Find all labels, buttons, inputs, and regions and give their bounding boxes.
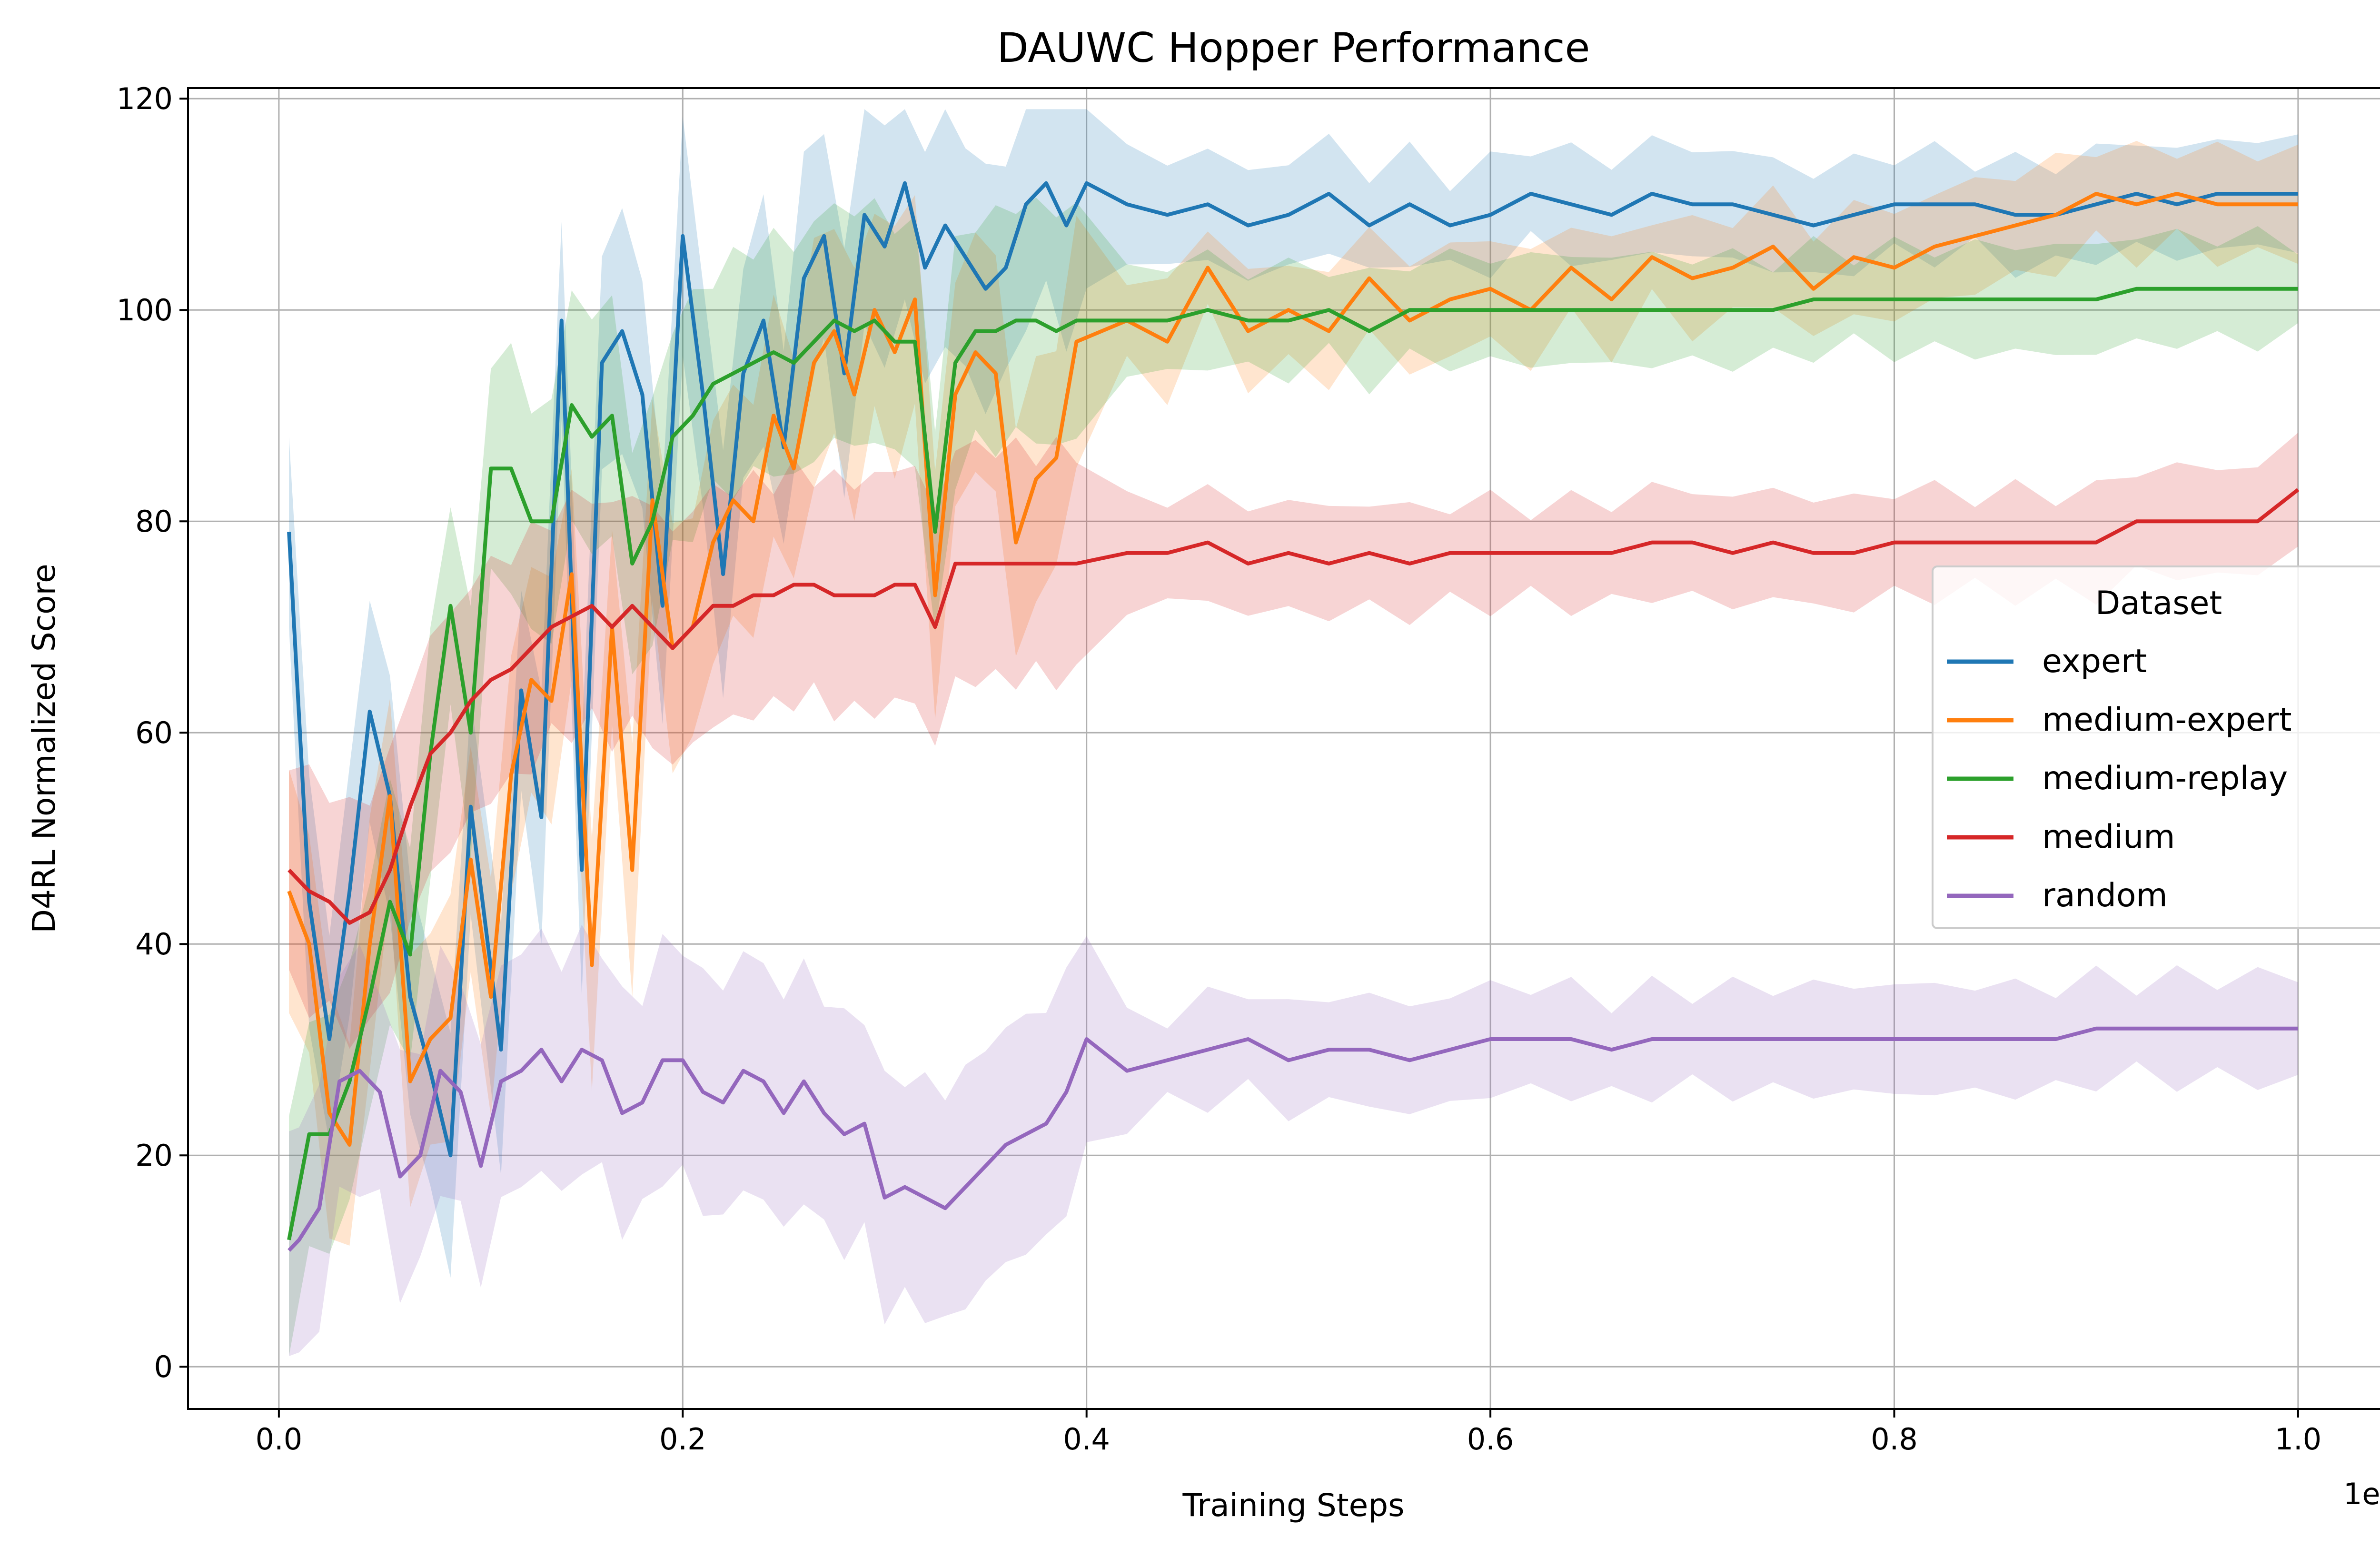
y-tick-label: 20 bbox=[135, 1138, 173, 1173]
y-tick-label: 100 bbox=[117, 293, 173, 327]
y-tick-label: 0 bbox=[154, 1349, 173, 1384]
series-line-expert bbox=[287, 181, 2298, 1158]
x-axis-ticks: 0.0 0.2 0.4 0.6 0.8 1.0 bbox=[256, 1409, 2322, 1457]
series-line-random bbox=[288, 1026, 2298, 1252]
x-tick-label: 0.4 bbox=[1063, 1422, 1110, 1457]
series-line-medium-replay bbox=[287, 287, 2298, 1240]
x-axis-offset-text: 1e6 bbox=[2343, 1477, 2380, 1511]
y-tick-label: 120 bbox=[117, 81, 173, 116]
y-tick-label: 80 bbox=[135, 504, 173, 539]
legend-label-medium: medium bbox=[2042, 818, 2175, 856]
legend-label-medium-replay: medium-replay bbox=[2042, 760, 2288, 797]
band-medium-expert bbox=[289, 141, 2298, 1246]
y-tick-label: 40 bbox=[135, 927, 173, 962]
plot-frame bbox=[187, 87, 2380, 1410]
x-tick-label: 0.8 bbox=[1871, 1422, 1918, 1457]
legend-box bbox=[1932, 565, 2380, 929]
legend-label-random: random bbox=[2042, 877, 2168, 914]
legend-title: Dataset bbox=[2095, 585, 2222, 622]
legend-label-medium-expert: medium-expert bbox=[2042, 701, 2292, 739]
y-axis-label: D4RL Normalized Score bbox=[26, 564, 62, 933]
band-expert bbox=[289, 109, 2298, 1278]
series-line-medium-expert bbox=[287, 192, 2298, 1147]
x-axis-label: Training Steps bbox=[1182, 1487, 1404, 1524]
x-tick-label: 0.0 bbox=[256, 1422, 303, 1457]
x-tick-label: 0.2 bbox=[659, 1422, 706, 1457]
series-lines bbox=[287, 181, 2300, 1252]
x-tick-label: 0.6 bbox=[1467, 1422, 1514, 1457]
legend: Dataset expert medium-expert medium-replay… bbox=[1932, 565, 2380, 929]
x-tick-label: 1.0 bbox=[2275, 1422, 2322, 1457]
y-axis-ticks: 0 20 40 60 80 100 120 bbox=[117, 81, 188, 1384]
band-medium-replay bbox=[289, 198, 2298, 1356]
chart-title: DAUWC Hopper Performance bbox=[997, 24, 1590, 72]
band-random bbox=[289, 924, 2298, 1356]
legend-label-expert: expert bbox=[2042, 643, 2147, 680]
y-tick-label: 60 bbox=[135, 715, 173, 750]
series-line-medium bbox=[288, 488, 2300, 925]
